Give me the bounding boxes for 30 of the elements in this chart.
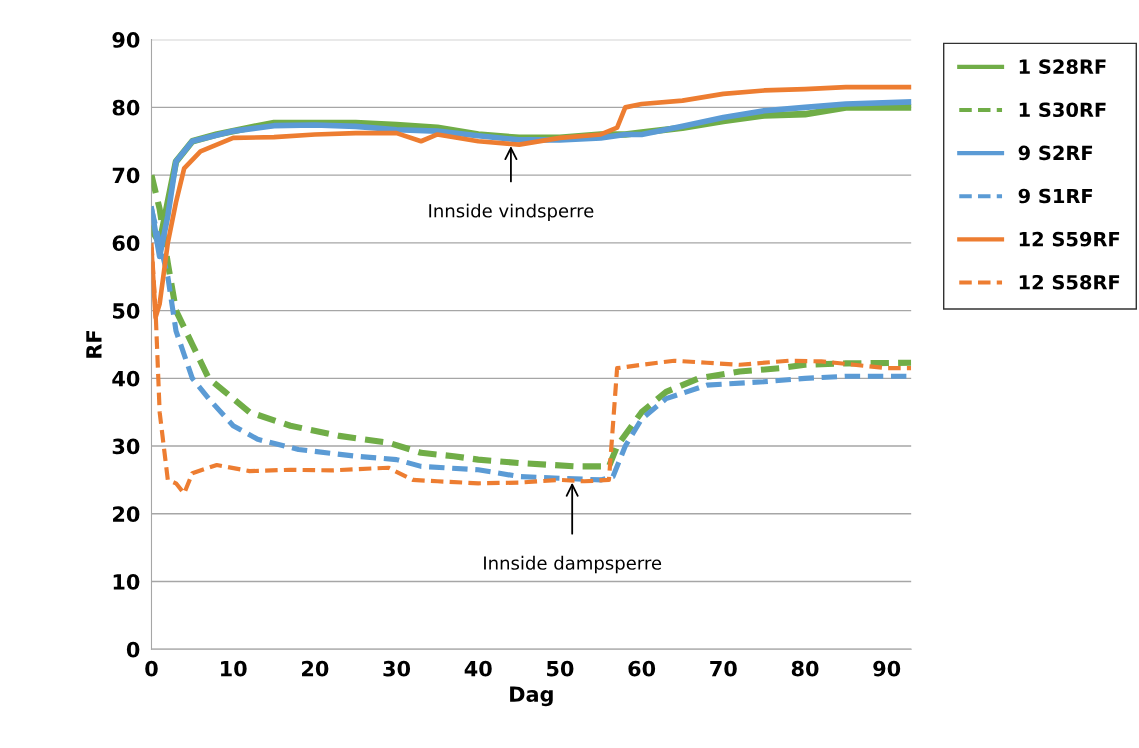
y-tick-label: 20 xyxy=(113,506,140,522)
annotation: Innside dampsperre xyxy=(484,555,662,574)
y-tick-label: 10 xyxy=(113,573,140,590)
x-tick-label: 90 xyxy=(873,660,901,677)
legend-label: 12 S58RF xyxy=(1019,274,1120,290)
legend-label: 9 S2RF xyxy=(1018,145,1093,161)
y-axis-title: RF xyxy=(86,331,102,358)
legend-label: 1 S30RF xyxy=(1019,102,1106,118)
y-tick-label: 50 xyxy=(112,303,140,319)
x-tick-label: 80 xyxy=(791,660,819,677)
x-tick-label: 70 xyxy=(710,660,737,677)
x-axis-title: Dag xyxy=(510,686,553,707)
y-tick-label: 40 xyxy=(112,370,140,387)
legend-label: 1 S28RF xyxy=(1019,59,1106,74)
legend-label: 12 S59RF xyxy=(1019,231,1120,247)
x-tick-label: 0 xyxy=(145,660,158,677)
y-tick-label: 60 xyxy=(112,235,140,252)
x-tick-label: 30 xyxy=(383,660,411,677)
y-tick-label: 0 xyxy=(126,641,140,658)
y-tick-label: 90 xyxy=(112,32,140,48)
x-tick-label: 50 xyxy=(547,660,574,677)
y-tick-label: 30 xyxy=(112,438,140,455)
y-tick-label: 80 xyxy=(112,99,140,116)
y-tick-label: 70 xyxy=(112,167,140,184)
annotation: Innside vindsperre xyxy=(429,203,594,222)
x-tick-label: 60 xyxy=(628,660,656,677)
legend-label: 9 S1RF xyxy=(1018,188,1093,204)
x-tick-label: 10 xyxy=(221,660,247,677)
x-tick-label: 20 xyxy=(302,660,329,677)
x-tick-label: 40 xyxy=(464,660,492,677)
